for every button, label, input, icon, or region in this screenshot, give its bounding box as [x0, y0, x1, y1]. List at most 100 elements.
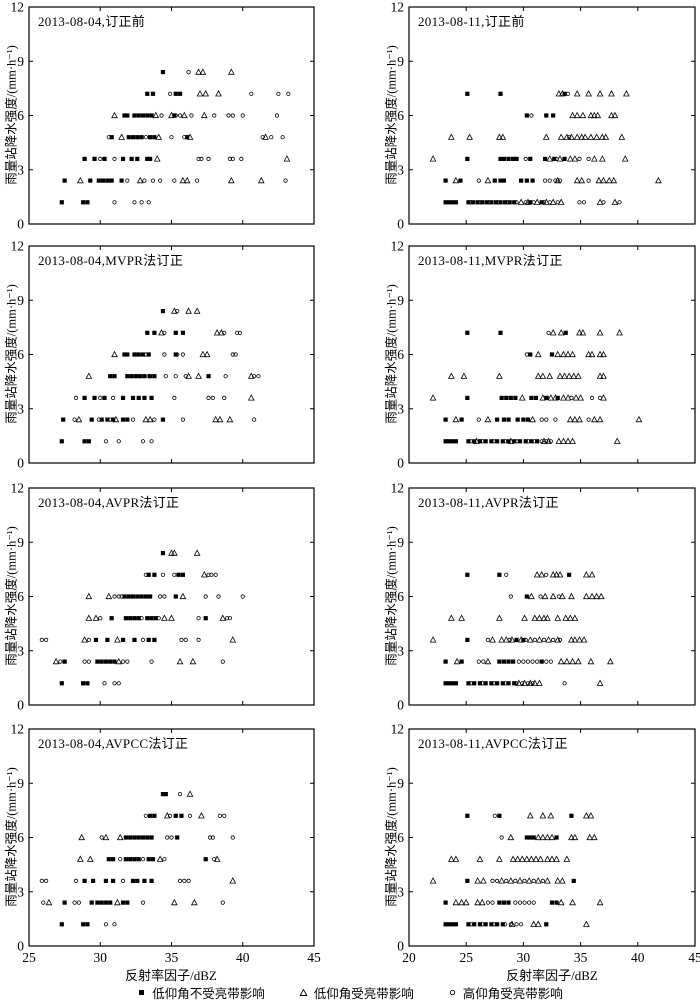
series-open-triangle	[52, 549, 237, 665]
y-tick-label: 0	[397, 456, 404, 471]
series-open-triangle	[45, 790, 237, 906]
series-open-circle	[468, 91, 622, 205]
series-open-circle	[468, 813, 545, 927]
y-tick-label: 12	[391, 722, 405, 737]
legend-label: 高仰角受亮带影响	[462, 987, 563, 1001]
series-filled-square	[59, 70, 190, 205]
x-tick-label: 35	[574, 950, 588, 965]
scatter-panel-1: 0 3 6 9 12	[11, 0, 315, 232]
y-tick-label: 0	[397, 217, 404, 232]
open-triangle-icon	[299, 988, 308, 996]
x-tick-label: 30	[517, 950, 531, 965]
y-tick-label: 9	[17, 535, 24, 550]
scatter-panel-7: 25 30 35 40 45 0 3 6 9 12	[11, 722, 322, 966]
y-axis-label: 雨量站降水强度/(mm·h⁻¹)	[4, 284, 19, 424]
series-open-triangle	[429, 812, 604, 927]
y-tick-label: 0	[397, 939, 404, 954]
panel-title-1: 2013-08-04,订正前	[38, 14, 146, 29]
y-tick-label: 6	[17, 830, 24, 845]
legend-label: 低仰角不受亮带影响	[152, 987, 265, 1001]
series-filled-square	[443, 572, 572, 686]
y-tick-label: 6	[397, 830, 404, 845]
legend-item: 低仰角不受亮带影响	[137, 983, 265, 1002]
series-open-circle	[39, 791, 235, 927]
series-open-triangle	[429, 329, 643, 444]
scatter-panel-6: 0 3 6 9 12	[391, 481, 696, 713]
y-tick-label: 6	[397, 589, 404, 604]
scatter-panel-3: 0 3 6 9 12	[11, 239, 315, 471]
y-tick-label: 3	[397, 162, 404, 177]
y-tick-label: 9	[397, 776, 404, 791]
y-tick-label: 0	[17, 456, 24, 471]
y-tick-label: 9	[17, 54, 24, 69]
y-tick-label: 3	[17, 401, 24, 416]
open-circle-icon	[449, 989, 455, 996]
scatter-panel-8: 20 25 30 35 40 45 0 3 6 9 12	[391, 722, 700, 966]
x-tick-label: 45	[688, 950, 700, 965]
series-open-triangle	[429, 571, 614, 686]
y-tick-label: 6	[17, 589, 24, 604]
x-axis-label: 反射率因子/dBZ	[125, 968, 217, 983]
y-tick-label: 9	[17, 293, 24, 308]
x-tick-label: 45	[307, 950, 321, 965]
y-axis-label: 雨量站降水强度/(mm·h⁻¹)	[384, 45, 399, 185]
x-tick-label: 25	[459, 950, 473, 965]
y-tick-label: 6	[397, 347, 404, 362]
x-tick-label: 35	[165, 950, 179, 965]
y-tick-label: 12	[11, 239, 25, 254]
panel-title-5: 2013-08-04,AVPR法订正	[38, 495, 180, 510]
y-tick-label: 9	[397, 535, 404, 550]
y-tick-label: 0	[397, 698, 404, 713]
y-tick-label: 12	[11, 0, 25, 15]
series-open-circle	[39, 572, 245, 686]
x-tick-label: 30	[94, 950, 108, 965]
y-tick-label: 6	[397, 108, 404, 123]
y-tick-label: 0	[17, 698, 24, 713]
legend-label: 低仰角受亮带影响	[313, 987, 414, 1001]
y-tick-label: 12	[11, 481, 25, 496]
y-axis-label: 雨量站降水强度/(mm·h⁻¹)	[384, 284, 399, 424]
series-open-triangle	[429, 90, 662, 205]
series-filled-square	[443, 330, 568, 444]
series-filled-square	[443, 813, 576, 927]
x-tick-label: 25	[22, 950, 36, 965]
filled-square-icon	[139, 990, 145, 995]
y-tick-label: 9	[17, 776, 24, 791]
y-tick-label: 3	[397, 884, 404, 899]
panel-title-8: 2013-08-11,AVPCC法订正	[418, 736, 568, 751]
y-tick-label: 6	[17, 108, 24, 123]
y-tick-label: 3	[397, 643, 404, 658]
series-open-triangle	[76, 68, 291, 184]
y-tick-label: 12	[391, 239, 405, 254]
series-open-circle	[468, 572, 567, 686]
series-filled-square	[59, 309, 211, 444]
y-axis-label: 雨量站降水强度/(mm·h⁻¹)	[4, 767, 19, 907]
y-tick-label: 9	[397, 54, 404, 69]
y-tick-label: 12	[11, 722, 25, 737]
y-axis-label: 雨量站降水强度/(mm·h⁻¹)	[4, 526, 19, 666]
series-open-circle	[72, 308, 261, 444]
y-tick-label: 12	[391, 481, 405, 496]
y-axis-label: 雨量站降水强度/(mm·h⁻¹)	[4, 45, 19, 185]
y-tick-label: 3	[397, 401, 404, 416]
panel-title-2: 2013-08-11,订正前	[418, 14, 525, 29]
x-tick-label: 40	[631, 950, 645, 965]
series-open-circle	[468, 330, 603, 444]
legend-item: 低仰角受亮带影响	[299, 983, 414, 1002]
y-tick-label: 9	[397, 293, 404, 308]
y-tick-label: 0	[17, 939, 24, 954]
x-tick-label: 40	[236, 950, 250, 965]
series-open-triangle	[75, 307, 255, 423]
x-axis-label: 反射率因子/dBZ	[506, 968, 598, 983]
panel-title-3: 2013-08-04,MVPR法订正	[38, 253, 184, 268]
series-filled-square	[59, 792, 208, 927]
y-tick-label: 12	[391, 0, 405, 15]
legend: 低仰角不受亮带影响 低仰角受亮带影响 高仰角受亮带影响	[0, 983, 700, 1002]
scatter-panel-4: 0 3 6 9 12	[391, 239, 696, 471]
y-axis-label: 雨量站降水强度/(mm·h⁻¹)	[384, 767, 399, 907]
y-tick-label: 6	[17, 347, 24, 362]
legend-item: 高仰角受亮带影响	[448, 983, 563, 1002]
y-axis-label: 雨量站降水强度/(mm·h⁻¹)	[384, 526, 399, 666]
